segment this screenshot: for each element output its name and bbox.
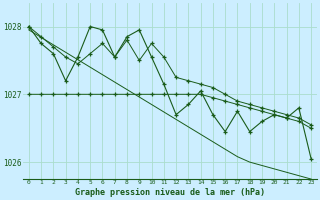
X-axis label: Graphe pression niveau de la mer (hPa): Graphe pression niveau de la mer (hPa) [75,188,265,197]
